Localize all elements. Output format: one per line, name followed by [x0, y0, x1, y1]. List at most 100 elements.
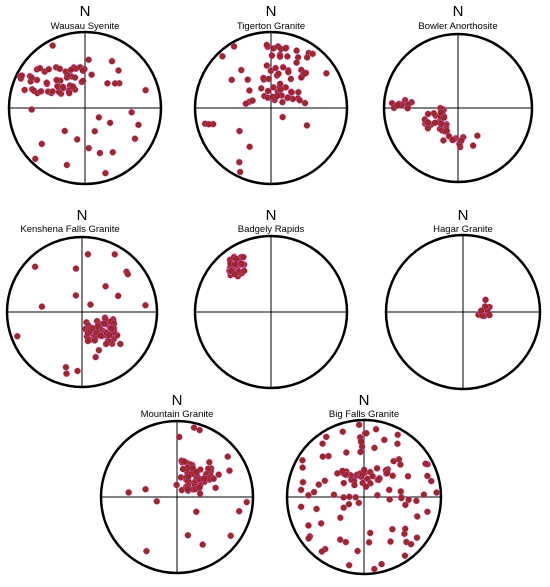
- pole-point: [352, 494, 359, 501]
- pole-point: [49, 88, 56, 95]
- pole-point: [66, 90, 73, 97]
- pole-point: [369, 473, 376, 480]
- pole-point: [287, 75, 294, 82]
- pole-point: [85, 145, 92, 152]
- pole-point: [381, 436, 388, 443]
- pole-point: [18, 72, 25, 79]
- pole-point: [449, 137, 456, 143]
- pole-point: [74, 368, 81, 374]
- pole-point: [236, 128, 243, 135]
- pole-point: [386, 486, 393, 493]
- pole-point: [387, 538, 394, 545]
- pole-point: [357, 449, 364, 455]
- pole-point: [197, 490, 204, 497]
- pole-point: [38, 140, 45, 147]
- pole-point: [238, 67, 245, 74]
- pole-point: [428, 478, 435, 485]
- pole-point: [95, 347, 102, 354]
- pole-point: [304, 54, 311, 61]
- pole-point: [206, 459, 213, 466]
- pole-point: [275, 70, 282, 77]
- pole-point: [342, 539, 349, 546]
- pole-point: [302, 100, 308, 107]
- pole-point: [268, 52, 275, 59]
- pole-point: [414, 513, 421, 520]
- pole-point: [303, 122, 310, 129]
- pole-point: [68, 66, 74, 73]
- pole-point: [282, 45, 289, 52]
- pole-point: [367, 530, 374, 536]
- pole-point: [438, 120, 445, 127]
- pole-point: [63, 162, 70, 168]
- pole-point: [345, 501, 352, 508]
- pole-point: [277, 86, 284, 93]
- stereonet-1: [7, 30, 163, 186]
- pole-point: [346, 493, 353, 500]
- pole-point: [153, 498, 160, 505]
- pole-point: [420, 491, 427, 498]
- pole-point: [191, 424, 198, 431]
- pole-point: [398, 495, 405, 502]
- pole-point: [87, 301, 94, 308]
- plot-title: Hagar Granite: [433, 224, 493, 235]
- pole-point: [279, 99, 286, 106]
- pole-point: [135, 121, 142, 128]
- pole-point: [236, 508, 243, 515]
- pole-point: [277, 80, 284, 87]
- pole-point: [486, 312, 493, 319]
- pole-point: [242, 100, 249, 107]
- pole-point: [246, 87, 253, 94]
- pole-point: [69, 83, 76, 90]
- pole-point: [404, 105, 411, 112]
- pole-point: [233, 255, 240, 262]
- pole-point: [184, 486, 191, 493]
- pole-point: [319, 440, 326, 447]
- stereonet-3: [382, 32, 534, 184]
- pole-point: [142, 87, 149, 94]
- pole-point: [302, 70, 308, 77]
- stereonet-6: [384, 233, 542, 391]
- pole-point: [265, 88, 271, 94]
- pole-point: [32, 155, 39, 162]
- pole-point: [354, 548, 361, 554]
- pole-point: [142, 302, 149, 309]
- pole-point: [89, 325, 96, 332]
- stereonet-5: [193, 234, 349, 390]
- pole-point: [62, 364, 69, 371]
- pole-point: [74, 136, 81, 143]
- pole-point: [101, 320, 108, 327]
- pole-point: [265, 75, 272, 82]
- pole-point: [91, 128, 98, 135]
- pole-point: [238, 260, 245, 267]
- pole-point: [408, 541, 414, 548]
- pole-point: [402, 525, 409, 532]
- pole-point: [107, 119, 114, 126]
- pole-point: [199, 541, 206, 548]
- pole-point: [106, 332, 113, 339]
- pole-point: [405, 473, 411, 480]
- pole-point: [366, 539, 373, 546]
- pole-point: [61, 128, 68, 134]
- pole-point: [293, 59, 300, 66]
- pole-point: [431, 119, 438, 126]
- pole-point: [356, 421, 363, 428]
- pole-point: [313, 505, 320, 512]
- pole-point: [97, 332, 104, 339]
- pole-point: [293, 47, 300, 54]
- north-label: N: [79, 3, 91, 20]
- pole-point: [390, 458, 397, 465]
- pole-point: [63, 370, 70, 377]
- pole-point: [298, 503, 305, 510]
- plot-title: Tigerton Granite: [236, 21, 306, 32]
- pole-point: [96, 150, 103, 156]
- pole-point: [394, 102, 401, 109]
- pole-point: [142, 486, 149, 493]
- pole-point: [109, 149, 116, 156]
- pole-point: [361, 466, 368, 473]
- pole-point: [389, 472, 396, 479]
- pole-point: [351, 482, 358, 489]
- pole-point: [143, 548, 150, 555]
- pole-point: [280, 64, 287, 71]
- pole-point: [84, 338, 91, 344]
- pole-point: [343, 449, 350, 456]
